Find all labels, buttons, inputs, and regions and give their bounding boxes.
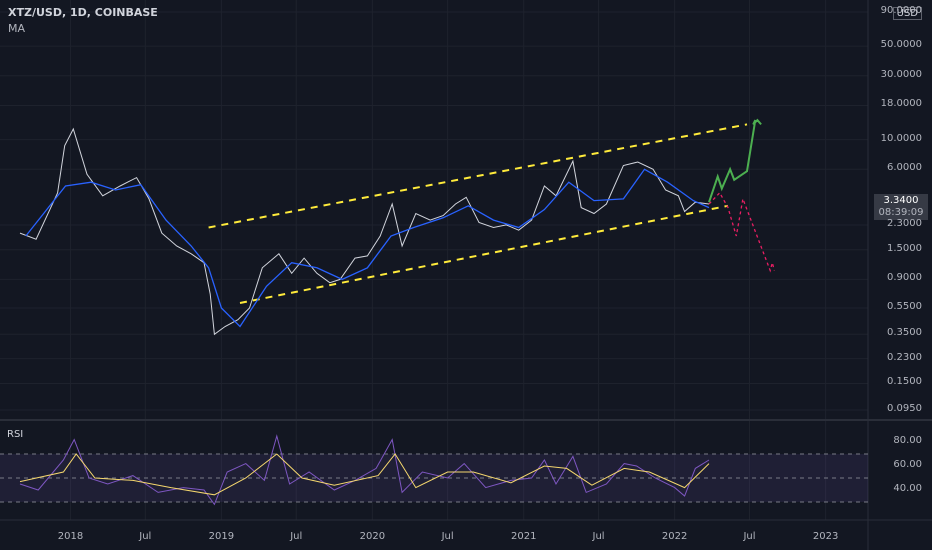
time-tick-label: Jul — [290, 531, 303, 542]
bar-countdown: 08:39:09 — [878, 207, 924, 218]
channel-upper-line — [208, 123, 748, 229]
rsi-tick-label: 40.00 — [893, 483, 922, 494]
price-tick-label: 1.5000 — [887, 242, 922, 254]
rsi-tick-label: 80.00 — [893, 435, 922, 446]
last-price-value: 3.3400 — [883, 195, 919, 206]
bearish-projection-arrow — [708, 191, 775, 273]
rsi-indicator-label[interactable]: RSI — [7, 429, 24, 440]
rsi-ma-line — [19, 453, 710, 496]
price-tick-label: 0.1500 — [887, 376, 922, 388]
price-tick-label: 0.9000 — [887, 272, 922, 284]
time-tick-label: 2023 — [812, 531, 839, 542]
currency-badge[interactable]: USD — [892, 7, 922, 20]
time-tick-label: 2020 — [359, 531, 386, 542]
time-tick-label: Jul — [743, 531, 756, 542]
time-tick-label: Jul — [441, 531, 454, 542]
time-tick-label: Jul — [139, 531, 152, 542]
bullish-projection-arrow — [708, 118, 762, 203]
time-tick-label: Jul — [592, 531, 605, 542]
symbol-title[interactable]: XTZ/USD, 1D, COINBASE — [8, 6, 158, 19]
ma-indicator-label[interactable]: MA — [8, 22, 26, 35]
time-tick-label: 2022 — [661, 531, 688, 542]
time-tick-label: 2018 — [57, 531, 84, 542]
price-series-line — [19, 127, 710, 336]
price-tick-label: 50.0000 — [880, 39, 922, 51]
time-tick-label: 2019 — [208, 531, 235, 542]
rsi-series-line — [19, 434, 710, 506]
price-tick-label: 0.5500 — [887, 301, 922, 313]
price-tick-label: 18.0000 — [880, 98, 922, 110]
price-tick-label: 0.2300 — [887, 351, 922, 363]
last-price-label: 3.3400 08:39:09 — [874, 194, 928, 220]
rsi-tick-label: 60.00 — [893, 459, 922, 470]
price-tick-label: 10.0000 — [880, 132, 922, 144]
ma-series-line — [25, 168, 710, 328]
price-tick-label: 90.0000 — [880, 5, 922, 16]
time-tick-label: 2021 — [510, 531, 537, 542]
price-tick-label: 6.0000 — [887, 162, 922, 174]
price-tick-label: 0.3500 — [887, 327, 922, 339]
channel-lower-line — [239, 204, 729, 304]
price-tick-label: 0.0950 — [887, 403, 922, 414]
price-tick-label: 2.3000 — [887, 217, 922, 229]
price-tick-label: 30.0000 — [880, 68, 922, 80]
